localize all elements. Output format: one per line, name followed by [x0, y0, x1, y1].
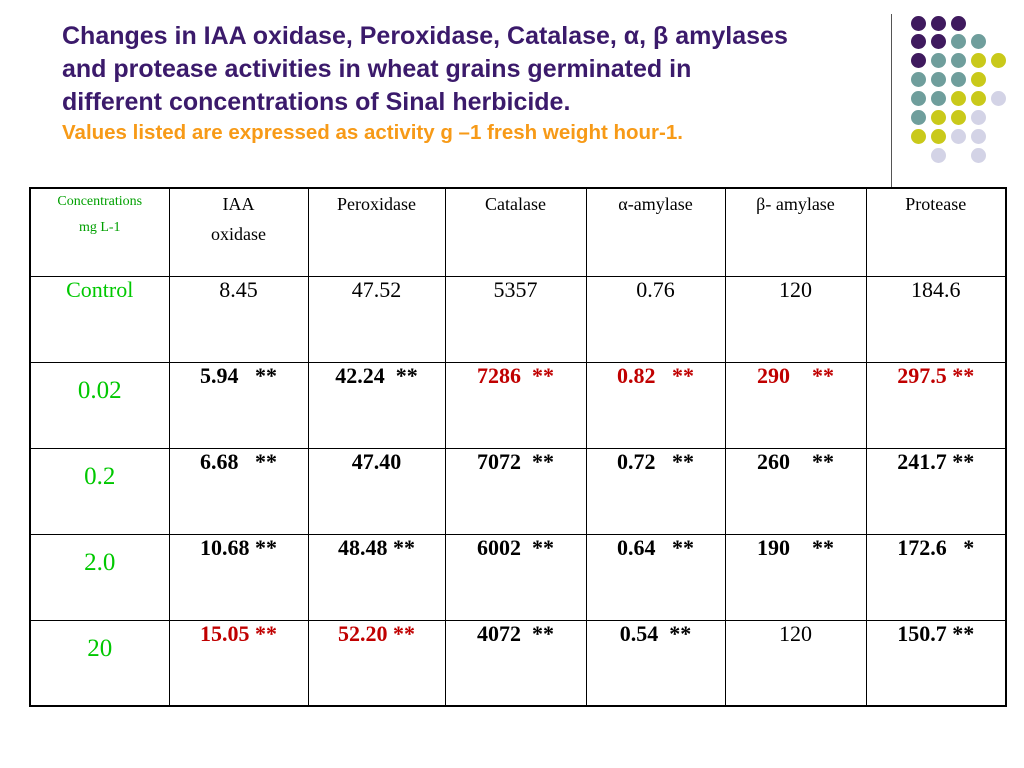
table-cell: 47.52	[307, 275, 446, 363]
header-line: β- amylase	[756, 194, 835, 214]
decor-dot	[971, 148, 986, 163]
table-cell: 5.94 **	[168, 361, 309, 449]
table-cell: 172.6 *	[865, 533, 1007, 621]
header-line: Peroxidase	[337, 194, 416, 214]
title-line-3: different concentrations of Sinal herbic…	[62, 88, 571, 116]
decor-dot	[931, 34, 946, 49]
decor-dot	[971, 91, 986, 106]
decor-dot	[971, 110, 986, 125]
header-line: Concentrations	[57, 194, 143, 209]
decor-dot	[931, 16, 946, 31]
header-line: Protease	[905, 194, 967, 214]
table-cell: 190 **	[724, 533, 867, 621]
decor-dot	[951, 16, 966, 31]
table-cell: 4072 **	[444, 619, 587, 707]
table-cell: 0.72 **	[585, 447, 726, 535]
header-line: α-amylase	[618, 194, 693, 214]
decor-dot	[951, 72, 966, 87]
decor-dot	[991, 53, 1006, 68]
title-line-2: and protease activities in wheat grains …	[62, 55, 692, 83]
decor-dot	[931, 110, 946, 125]
decor-dot	[971, 129, 986, 144]
table-cell: 48.48 **	[307, 533, 446, 621]
table-cell: 150.7 **	[865, 619, 1007, 707]
decor-dot	[971, 34, 986, 49]
subtitle: Values listed are expressed as activity …	[62, 121, 683, 144]
decor-dot	[931, 72, 946, 87]
table-cell: 0.64 **	[585, 533, 726, 621]
decor-dot	[951, 53, 966, 68]
decor-dot	[971, 72, 986, 87]
header-catalase: Catalase	[444, 187, 587, 277]
table-cell: 5357	[444, 275, 587, 363]
table-cell: 7286 **	[444, 361, 587, 449]
table-cell: 6002 **	[444, 533, 587, 621]
decor-dot	[951, 34, 966, 49]
decor-dot	[951, 110, 966, 125]
header-peroxidase: Peroxidase	[307, 187, 446, 277]
header-line: IAA	[222, 194, 255, 214]
table-row: 0.2 6.68 ** 47.40 7072 ** 0.72 ** 260 **…	[29, 447, 1007, 535]
decor-dot	[931, 129, 946, 144]
table-cell: 290 **	[724, 361, 867, 449]
table-row: 20 15.05 ** 52.20 ** 4072 ** 0.54 ** 120…	[29, 619, 1007, 707]
table-cell: 184.6	[865, 275, 1007, 363]
row-label: Control	[29, 275, 170, 363]
table-row: Control 8.45 47.52 5357 0.76 120 184.6	[29, 275, 1007, 363]
table-cell: 0.54 **	[585, 619, 726, 707]
table-cell: 6.68 **	[168, 447, 309, 535]
row-label: 0.02	[29, 361, 170, 449]
table-header-row: Concentrations mg L-1 IAA oxidase Peroxida…	[29, 187, 1007, 277]
decor-dot	[951, 129, 966, 144]
decor-dot	[911, 72, 926, 87]
decor-dot	[911, 91, 926, 106]
table-cell: 241.7 **	[865, 447, 1007, 535]
decor-dot	[911, 129, 926, 144]
table-cell: 260 **	[724, 447, 867, 535]
row-label: 0.2	[29, 447, 170, 535]
table-cell: 52.20 **	[307, 619, 446, 707]
header-beta-amylase: β- amylase	[724, 187, 867, 277]
decor-dot	[931, 148, 946, 163]
table-cell: 0.76	[585, 275, 726, 363]
decor-dot	[991, 91, 1006, 106]
decor-dot	[931, 53, 946, 68]
decor-dot	[931, 91, 946, 106]
decor-dot	[911, 16, 926, 31]
table-row: 0.02 5.94 ** 42.24 ** 7286 ** 0.82 ** 29…	[29, 361, 1007, 449]
table-cell: 47.40	[307, 447, 446, 535]
enzyme-activity-table: Concentrations mg L-1 IAA oxidase Peroxida…	[29, 187, 1007, 707]
header-line: oxidase	[211, 224, 266, 244]
table-cell: 42.24 **	[307, 361, 446, 449]
decor-dot	[911, 34, 926, 49]
table-cell: 7072 **	[444, 447, 587, 535]
header-protease: Protease	[865, 187, 1007, 277]
decor-dot	[971, 53, 986, 68]
table-cell: 8.45	[168, 275, 309, 363]
title-line-1: Changes in IAA oxidase, Peroxidase, Cata…	[62, 22, 788, 50]
vertical-divider	[891, 14, 892, 188]
row-label: 20	[29, 619, 170, 707]
header-line: Catalase	[485, 194, 546, 214]
decor-dot	[911, 53, 926, 68]
table-cell: 15.05 **	[168, 619, 309, 707]
header-alpha-amylase: α-amylase	[585, 187, 726, 277]
header-iaa-oxidase: IAA oxidase	[168, 187, 309, 277]
table-row: 2.0 10.68 ** 48.48 ** 6002 ** 0.64 ** 19…	[29, 533, 1007, 621]
header-line: mg L-1	[78, 220, 121, 235]
header-concentration: Concentrations mg L-1	[29, 187, 170, 277]
row-label: 2.0	[29, 533, 170, 621]
title-block: Changes in IAA oxidase, Peroxidase, Cata…	[62, 20, 892, 147]
table-cell: 120	[724, 275, 867, 363]
table-cell: 297.5 **	[865, 361, 1007, 449]
table-cell: 0.82 **	[585, 361, 726, 449]
decor-dot	[911, 110, 926, 125]
table-cell: 10.68 **	[168, 533, 309, 621]
table-cell: 120	[724, 619, 867, 707]
decor-dot	[951, 91, 966, 106]
